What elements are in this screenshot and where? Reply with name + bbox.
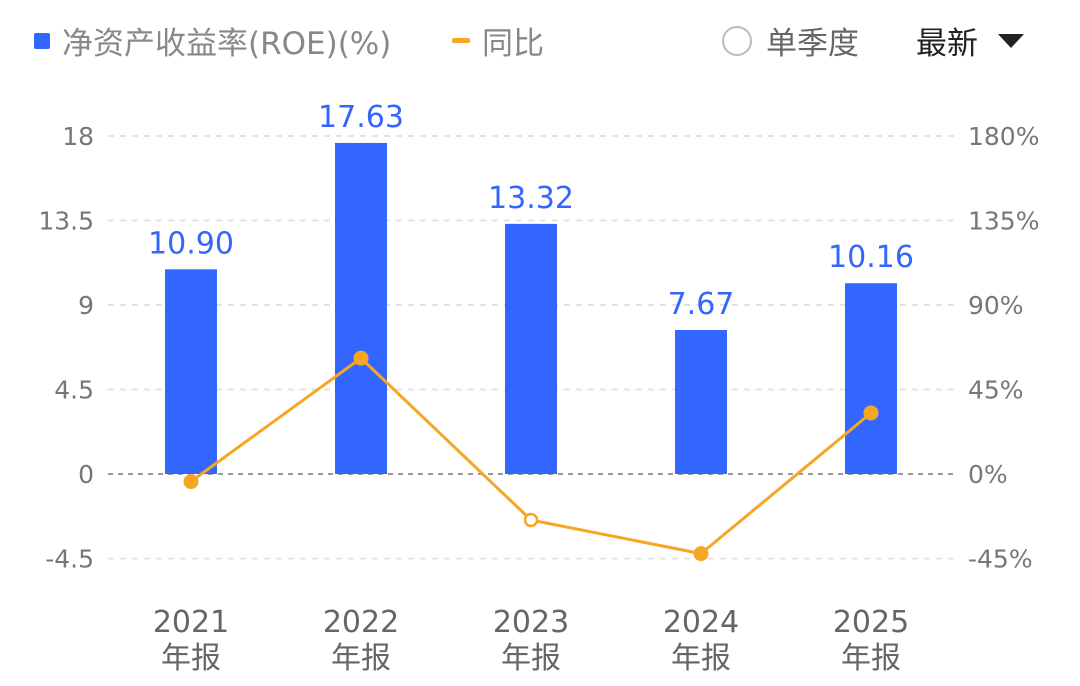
period-select[interactable]: 最新 <box>916 18 1024 63</box>
x-category-year: 2025 <box>833 605 909 640</box>
legend-line-swatch <box>452 38 470 43</box>
y-right-tick-label: 135% <box>968 207 1039 236</box>
roe-bar <box>675 329 727 474</box>
roe-data-label: 17.63 <box>318 100 404 135</box>
y-left-tick-label: 13.5 <box>38 207 94 236</box>
legend-bar-swatch <box>34 32 50 49</box>
x-category-suffix: 年报 <box>501 641 561 676</box>
roe-bar <box>845 283 897 474</box>
y-left-tick-label: 18 <box>62 122 94 151</box>
x-category-suffix: 年报 <box>331 641 391 676</box>
quarter-toggle-label: 单季度 <box>766 26 859 62</box>
legend-yoy: 同比 <box>452 18 544 63</box>
roe-data-label: 13.32 <box>488 181 574 216</box>
radio-circle-icon[interactable] <box>722 25 752 56</box>
x-category-suffix: 年报 <box>841 641 901 676</box>
yoy-point <box>693 546 709 562</box>
caret-down-icon[interactable] <box>998 33 1024 48</box>
x-category-year: 2021 <box>153 605 229 640</box>
y-left-tick-label: 9 <box>78 291 94 320</box>
roe-bar <box>165 269 217 474</box>
legend-roe-label: 净资产收益率(ROE)(%) <box>62 26 392 62</box>
roe-data-label: 10.90 <box>148 226 234 261</box>
yoy-point <box>863 405 879 421</box>
yoy-point <box>353 350 369 366</box>
x-category-year: 2022 <box>323 605 399 640</box>
legend-roe: 净资产收益率(ROE)(%) <box>34 18 391 63</box>
y-left-tick-label: 4.5 <box>54 376 94 405</box>
legend-yoy-label: 同比 <box>482 26 544 62</box>
yoy-point <box>523 512 539 528</box>
x-category-year: 2024 <box>663 605 739 640</box>
y-right-tick-label: 180% <box>968 122 1039 151</box>
roe-bar <box>505 223 557 474</box>
roe-data-label: 7.67 <box>668 287 735 322</box>
y-right-tick-label: 45% <box>968 376 1024 405</box>
y-right-tick-label: -45% <box>968 545 1033 574</box>
y-left-tick-label: -4.5 <box>45 545 94 574</box>
period-select-value: 最新 <box>916 26 978 62</box>
y-left-tick-label: 0 <box>78 460 94 489</box>
x-category-suffix: 年报 <box>161 641 221 676</box>
y-right-tick-label: 90% <box>968 291 1024 320</box>
yoy-point <box>183 474 199 490</box>
x-category-suffix: 年报 <box>671 641 731 676</box>
quarter-toggle[interactable]: 单季度 <box>722 18 859 63</box>
x-category-year: 2023 <box>493 605 569 640</box>
chart-header: 净资产收益率(ROE)(%) 同比 单季度 最新 <box>0 0 1080 84</box>
y-right-tick-label: 0% <box>968 460 1008 489</box>
roe-bar <box>335 142 387 474</box>
roe-data-label: 10.16 <box>828 240 914 275</box>
